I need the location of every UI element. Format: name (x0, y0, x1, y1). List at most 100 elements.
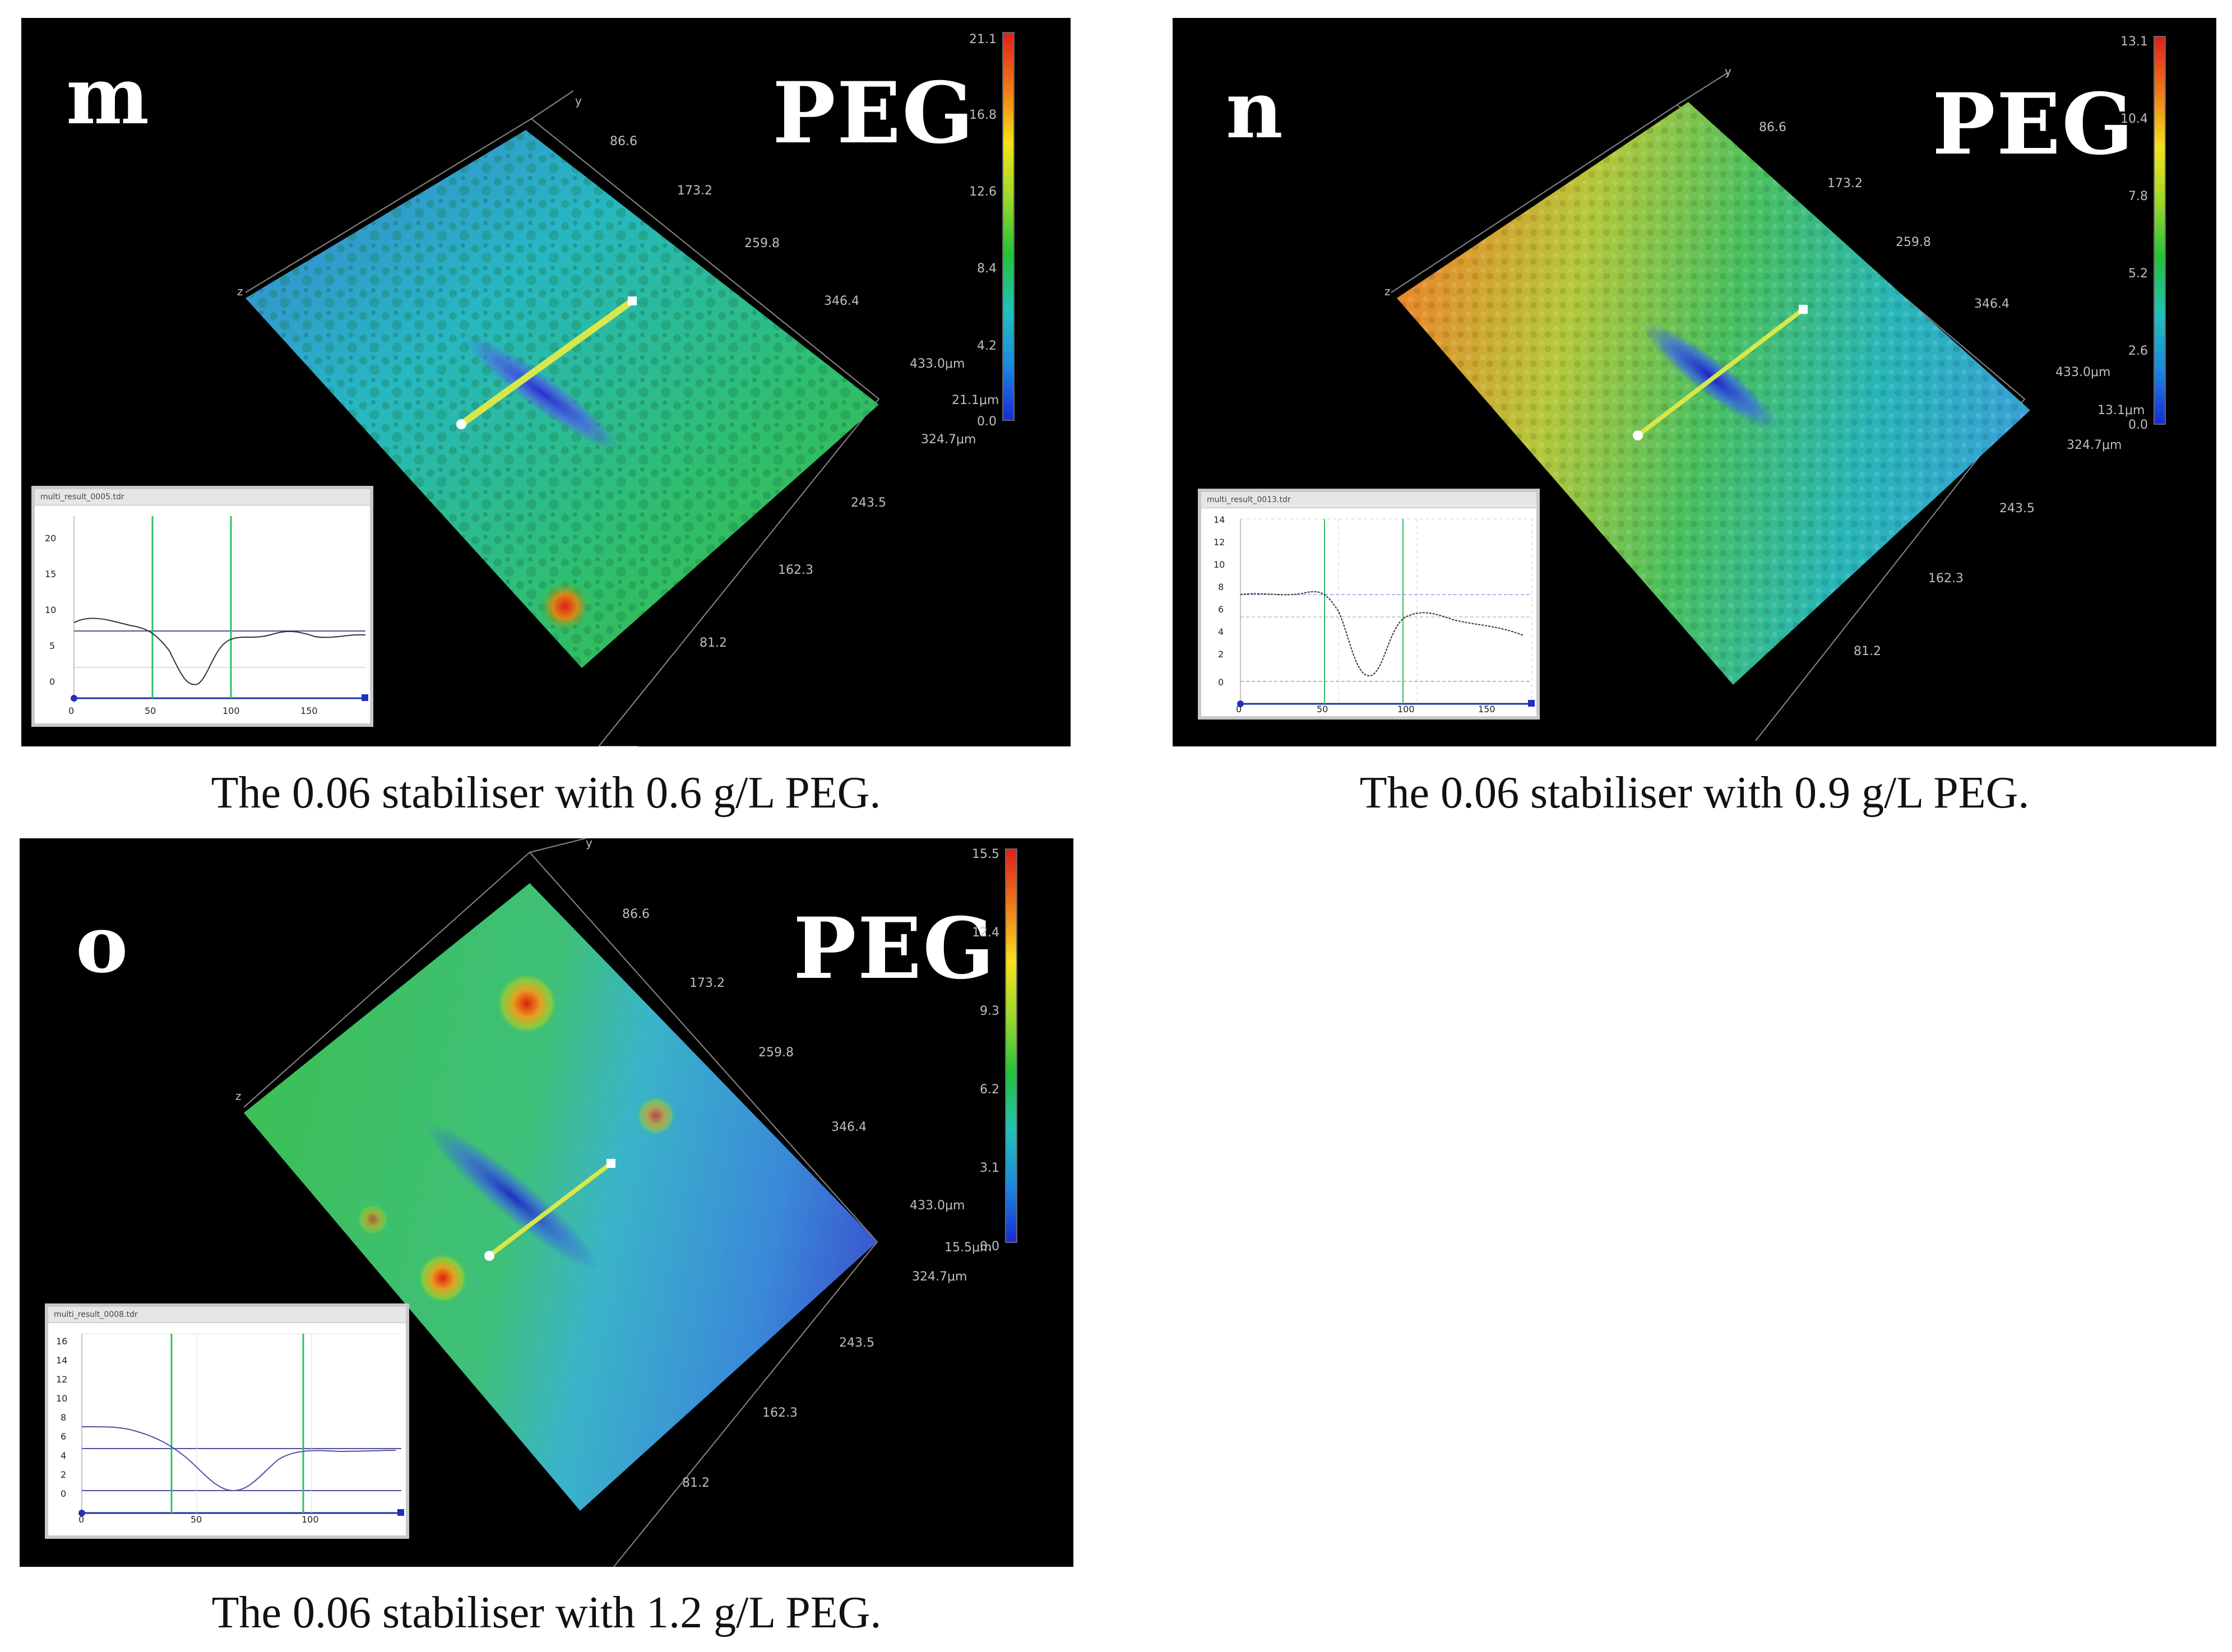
colorbar-label: 0.0 (2128, 418, 2148, 432)
colorbar-label: 21.1 (969, 33, 997, 47)
bump-m (540, 581, 590, 632)
profile-y-tick: 12 (56, 1374, 68, 1385)
y-tick: 86.6 (622, 907, 650, 921)
z-readout: 15.5μm (944, 1241, 992, 1255)
axis-letter-y: y (1725, 64, 1731, 78)
caption-n: The 0.06 stabiliser with 0.9 g/L PEG. (1359, 768, 2030, 818)
x-tick: 324.7μm (912, 1270, 967, 1284)
profile-y-tick: 20 (45, 533, 57, 544)
y-tick: 86.6 (610, 134, 637, 149)
profile-x-tick: 0 (78, 1514, 85, 1525)
colorbar-o (1005, 848, 1017, 1243)
y-tick: 433.0μm (910, 1199, 965, 1213)
y-tick: 259.8 (758, 1046, 794, 1060)
x-tick: 324.7μm (2067, 438, 2122, 452)
profile-y-tick: 4 (1218, 627, 1224, 637)
caption-o: The 0.06 stabiliser with 1.2 g/L PEG. (211, 1588, 882, 1637)
indent-m (465, 336, 620, 451)
x-tick: 243.5 (851, 496, 886, 510)
colorbar-label: 8.4 (977, 262, 997, 276)
profile-x-tick: 100 (302, 1514, 319, 1525)
profile-x-tick: 0 (1236, 704, 1242, 714)
profile-plot-m (71, 516, 368, 702)
x-tick: 162.3 (762, 1406, 798, 1420)
colorbar-label: 16.8 (969, 108, 997, 122)
colorbar-label: 6.2 (980, 1083, 999, 1097)
profile-start-o (484, 1251, 494, 1261)
colorbar-label: 5.2 (2128, 267, 2148, 281)
profile-x-tick: 0 (68, 706, 75, 716)
profile-y-tick: 16 (56, 1336, 68, 1347)
bump-o (418, 1253, 468, 1303)
colorbar-label: 13.1 (2120, 35, 2148, 49)
profile-y-tick: 10 (1214, 559, 1225, 570)
indent-o (426, 1123, 600, 1271)
axis-letter-y: y (575, 94, 582, 108)
panel-tag: PEG (793, 899, 996, 998)
profile-line-n (1636, 307, 1805, 438)
panel-o: o PEG y z 86.6 173.2 259.8 346.4 433.0μm… (20, 838, 1073, 1567)
profile-end-n (1799, 305, 1808, 314)
y-tick: 433.0μm (2055, 365, 2111, 379)
profile-line-o (488, 1161, 613, 1258)
profile-plot-n (1237, 518, 1535, 707)
colorbar-n (2154, 36, 2166, 425)
profile-x-tick: 100 (223, 706, 240, 716)
surface-o (244, 883, 877, 1511)
profile-y-tick: 4 (61, 1450, 67, 1461)
profile-end-o (606, 1159, 615, 1168)
y-tick: 173.2 (677, 184, 712, 198)
x-tick: 81.2 (700, 636, 727, 650)
profile-y-tick: 6 (1218, 604, 1224, 615)
surface-scene-m (245, 90, 880, 746)
profile-y-tick: 8 (61, 1412, 67, 1423)
profile-start-m (456, 419, 466, 429)
bounding-box-o (243, 851, 878, 1567)
profile-start-n (1633, 430, 1643, 440)
profile-y-tick: 14 (1214, 514, 1225, 525)
profile-y-tick: 6 (61, 1431, 67, 1442)
x-tick: 243.5 (839, 1336, 874, 1350)
profile-y-tick: 5 (49, 641, 55, 651)
profile-window-o: multi_result_0008.tdr 16 14 12 10 8 6 4 … (45, 1303, 409, 1539)
panel-letter: m (66, 50, 150, 142)
profile-end-m (628, 296, 637, 305)
y-tick: 346.4 (1974, 297, 2009, 311)
colorbar-label: 15.5 (972, 847, 999, 861)
profile-plot-o (78, 1333, 404, 1516)
profile-y-tick: 2 (1218, 649, 1224, 660)
x-tick: 81.2 (1854, 644, 1881, 658)
profile-title: multi_result_0013.tdr (1201, 492, 1536, 508)
profile-title: multi_result_0008.tdr (48, 1307, 406, 1323)
profile-y-tick: 0 (49, 676, 55, 687)
x-tick: 162.3 (778, 563, 813, 577)
bump-o (496, 973, 558, 1034)
profile-y-tick: 14 (56, 1355, 68, 1366)
colorbar-label: 12.6 (969, 185, 997, 199)
profile-x-tick: 100 (1397, 704, 1415, 714)
panel-tag: PEG (1932, 75, 2135, 174)
profile-y-tick: 0 (61, 1488, 67, 1499)
y-tick: 259.8 (744, 236, 780, 250)
panel-tag: PEG (772, 64, 975, 163)
profile-title: multi_result_0005.tdr (35, 489, 370, 505)
profile-x-tick: 50 (1317, 704, 1328, 714)
profile-window-m: multi_result_0005.tdr 20 15 10 5 0 0 50 … (31, 486, 373, 727)
profile-y-tick: 2 (61, 1469, 67, 1480)
x-tick: 324.7μm (921, 433, 976, 447)
colorbar-m (1002, 32, 1015, 421)
profile-x-tick: 50 (145, 706, 156, 716)
profile-y-tick: 15 (45, 569, 57, 579)
indent-n (1643, 323, 1778, 430)
bounding-box-m (245, 118, 880, 746)
colorbar-label: 0.0 (980, 1240, 999, 1254)
axis-letter-z: z (235, 1089, 242, 1103)
y-tick: 346.4 (824, 294, 859, 308)
y-tick: 173.2 (689, 976, 725, 990)
profile-x-tick: 150 (300, 706, 318, 716)
profile-y-tick: 10 (56, 1393, 68, 1404)
profile-x-tick: 50 (191, 1514, 202, 1525)
colorbar-label: 10.4 (2120, 112, 2148, 126)
colorbar-label: 0.0 (977, 415, 997, 429)
surface-scene-n (1391, 72, 2030, 741)
